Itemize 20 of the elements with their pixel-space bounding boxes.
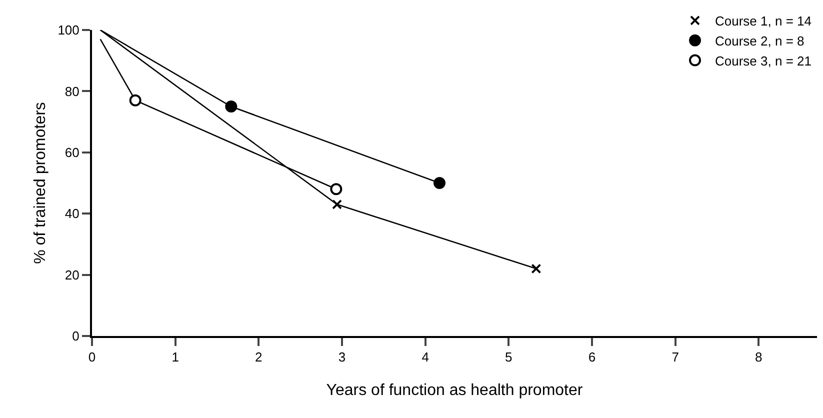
y-tick-label: 60 — [64, 144, 80, 160]
x-tick-label: 0 — [88, 350, 96, 365]
y-tick-label: 0 — [72, 328, 80, 344]
x-tick-label: 1 — [172, 350, 179, 365]
y-tick-label: 20 — [64, 267, 80, 282]
x-tick-label: 6 — [588, 350, 596, 365]
x-tick-label: 4 — [422, 350, 429, 365]
x-tick-label: 3 — [338, 350, 346, 365]
y-tick-label: 100 — [58, 22, 80, 38]
y-axis-title: % of trained promoters — [32, 102, 50, 264]
y-tick-label: 80 — [64, 84, 80, 99]
legend-label: Course 2, n = 8 — [715, 33, 804, 48]
x-axis-title: Years of function as health promoter — [326, 382, 584, 399]
x-tick-label: 2 — [255, 350, 262, 365]
legend-label: Course 3, n = 21 — [715, 53, 812, 68]
y-tick-label: 40 — [64, 206, 80, 222]
x-tick-label: 5 — [505, 350, 512, 365]
x-tick-label: 8 — [755, 350, 762, 365]
x-tick-label: 7 — [672, 350, 679, 365]
legend-label: Course 1, n = 14 — [715, 14, 812, 29]
